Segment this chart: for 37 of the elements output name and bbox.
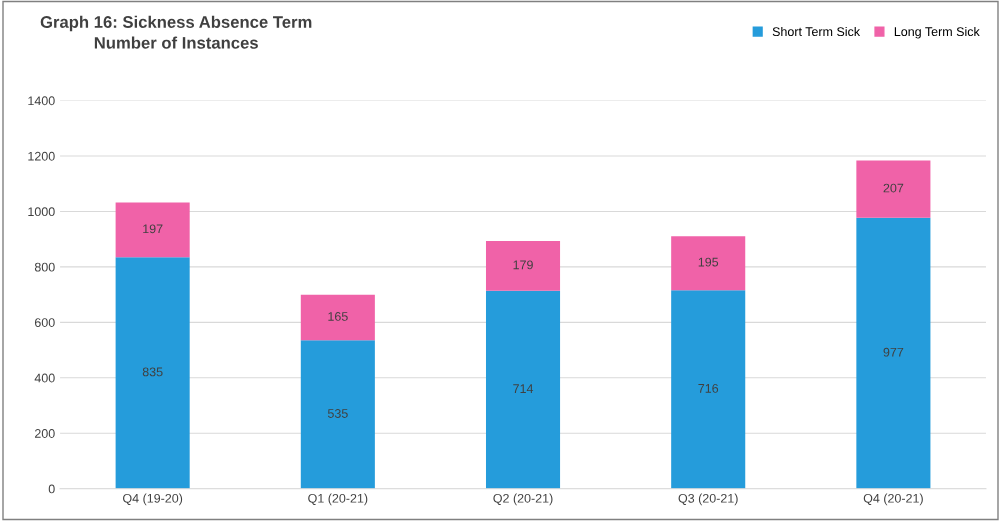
y-tick-label: 1400 [28,96,55,106]
y-tick-label: 400 [34,373,55,383]
data-label: 535 [327,409,348,418]
bar [856,160,931,218]
y-tick-label: 1200 [28,151,55,161]
data-label: 716 [698,383,719,393]
bar [485,241,561,291]
data-label: 179 [513,260,533,270]
y-tick-label: 800 [34,262,55,272]
chart-subtitle: Number of Instances [94,36,258,49]
y-tick-label: 0 [48,484,55,494]
bar [671,290,746,489]
data-label: 835 [142,367,163,377]
y-tick-label: 200 [34,429,55,438]
chart-title: Graph 16: Sickness Absence Term [40,15,312,32]
x-tick-label: Q1 (20-21) [308,493,368,506]
x-tick-label: Q2 (20-21) [493,493,553,506]
x-tick-label: Q3 (20-21) [678,493,738,506]
y-tick-label: 1000 [28,207,55,217]
bar [856,217,931,489]
x-tick-label: Q4 (19-20) [123,493,183,506]
data-label: 197 [143,224,163,234]
data-label: 207 [883,183,904,193]
bar [300,294,375,341]
legend-label: Short Term Sick [772,26,861,37]
bar [115,202,190,258]
bar [115,257,190,489]
data-label: 714 [513,384,534,393]
bar [300,340,375,489]
y-tick-label: 600 [34,318,55,327]
data-label: 165 [328,312,348,321]
legend-label: Long Term Sick [894,26,980,39]
data-label: 977 [883,347,904,357]
bar [671,236,746,291]
bar [485,290,561,489]
x-tick-label: Q4 (20-21) [863,493,923,506]
data-label: 195 [698,257,719,267]
